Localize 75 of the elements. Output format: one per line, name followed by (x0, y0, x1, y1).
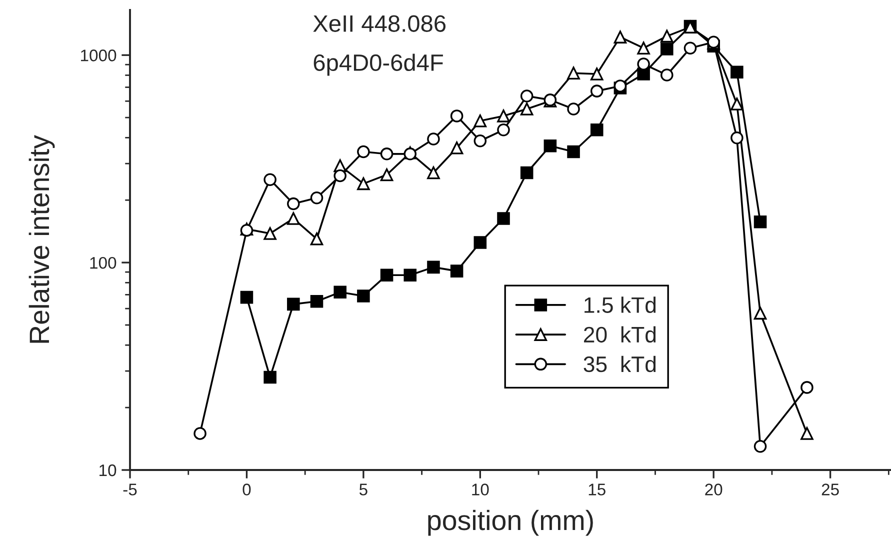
point (194, 427, 206, 440)
point (497, 124, 510, 136)
point (637, 42, 650, 54)
point (660, 42, 674, 56)
point (590, 84, 604, 98)
point (800, 427, 814, 440)
point (287, 298, 300, 311)
point (264, 227, 276, 240)
x-tick-label: 10 (472, 484, 489, 496)
point (310, 191, 324, 204)
point (800, 381, 814, 394)
point (287, 212, 300, 225)
point (310, 232, 324, 246)
point (264, 370, 276, 384)
point (450, 142, 464, 154)
point (240, 290, 254, 304)
point (590, 68, 604, 80)
point (520, 102, 534, 116)
point (520, 166, 534, 180)
point (660, 30, 674, 43)
point (590, 124, 604, 136)
point (427, 260, 440, 274)
point (544, 140, 557, 152)
x-tick-label: 5 (359, 484, 368, 496)
x-tick-label: 15 (588, 484, 606, 496)
point (450, 110, 464, 122)
point (474, 114, 487, 128)
x-axis-title: position (mm) (428, 510, 593, 536)
point (474, 134, 487, 148)
y-tick-label: 100 (90, 256, 116, 269)
point (567, 145, 580, 158)
point (380, 168, 394, 182)
point (287, 197, 300, 210)
x-tick-label: 0 (242, 484, 251, 496)
y-tick-label: 1000 (81, 50, 116, 62)
legend-label: 35 kTd (584, 356, 656, 372)
point (474, 236, 487, 249)
point (334, 169, 346, 182)
point (427, 132, 440, 146)
point (404, 148, 417, 160)
point (730, 98, 744, 110)
y-axis-title: Relative intensity (28, 135, 55, 343)
point (357, 290, 370, 302)
annotation: XeII 448.086 (313, 15, 446, 32)
point (427, 166, 440, 180)
point (497, 110, 510, 122)
annotation: 6p4D0-6d4F (314, 54, 443, 76)
x-tick-label: -5 (123, 484, 137, 496)
point (520, 90, 534, 102)
y-tick-label: 10 (100, 464, 116, 476)
point (567, 66, 580, 80)
point (357, 145, 370, 158)
point (404, 268, 417, 282)
point (380, 148, 394, 160)
point (310, 294, 324, 308)
point (614, 30, 627, 44)
legend-label: 20 kTd (584, 326, 656, 343)
x-tick-label: 25 (822, 484, 839, 496)
point (567, 102, 580, 116)
point (754, 440, 767, 453)
point (730, 132, 744, 144)
point (730, 66, 744, 79)
point (754, 216, 767, 228)
point (660, 68, 674, 82)
point (450, 264, 464, 278)
point (264, 173, 276, 186)
point (754, 306, 767, 320)
legend-label: 1.5 kTd (584, 296, 656, 313)
point (334, 286, 346, 299)
point (637, 58, 650, 70)
point (380, 268, 394, 282)
point (684, 42, 697, 54)
point (357, 177, 370, 190)
point (497, 212, 510, 225)
x-tick-label: 20 (705, 484, 722, 496)
